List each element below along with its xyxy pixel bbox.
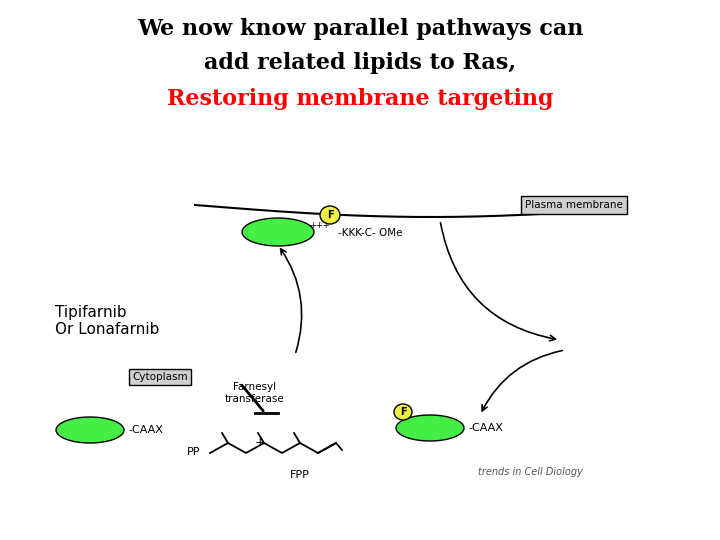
Text: +++: +++	[309, 220, 329, 230]
Ellipse shape	[396, 415, 464, 441]
Text: PP: PP	[186, 447, 200, 457]
Text: -CAAX: -CAAX	[468, 423, 503, 433]
Text: +: +	[255, 435, 265, 449]
Text: F: F	[327, 210, 333, 220]
Ellipse shape	[56, 417, 124, 443]
Text: -CAAX: -CAAX	[128, 425, 163, 435]
Text: We now know parallel pathways can: We now know parallel pathways can	[137, 18, 583, 40]
Text: F: F	[400, 407, 406, 417]
Text: trends in Cell Diology: trends in Cell Diology	[477, 467, 582, 477]
Ellipse shape	[242, 218, 314, 246]
Text: -KKK-C- OMe: -KKK-C- OMe	[338, 228, 402, 238]
Text: Farnesyl
transferase: Farnesyl transferase	[225, 382, 285, 404]
Ellipse shape	[394, 404, 412, 420]
Text: add related lipids to Ras,: add related lipids to Ras,	[204, 52, 516, 74]
Text: Tipifarnib
Or Lonafarnib: Tipifarnib Or Lonafarnib	[55, 305, 159, 338]
Text: Plasma membrane: Plasma membrane	[525, 200, 623, 210]
Text: Restoring membrane targeting: Restoring membrane targeting	[167, 88, 553, 110]
Text: FPP: FPP	[290, 470, 310, 480]
Text: Cytoplasm: Cytoplasm	[132, 372, 188, 382]
Ellipse shape	[320, 206, 340, 224]
